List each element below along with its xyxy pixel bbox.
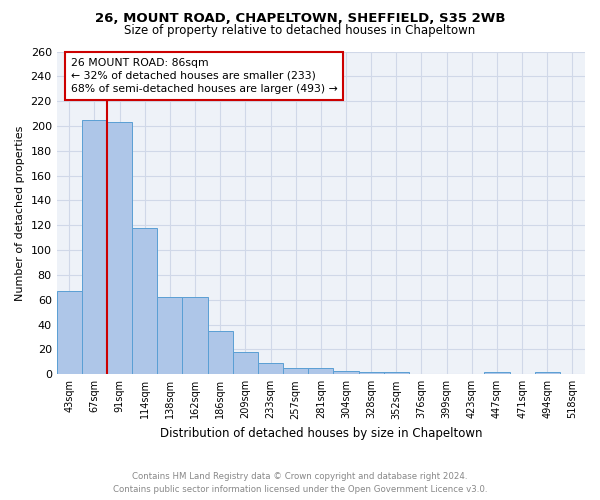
Bar [258, 363, 283, 374]
Bar [484, 372, 509, 374]
Text: Size of property relative to detached houses in Chapeltown: Size of property relative to detached ho… [124, 24, 476, 37]
Y-axis label: Number of detached properties: Number of detached properties [15, 125, 25, 300]
Bar [283, 368, 308, 374]
Text: 26 MOUNT ROAD: 86sqm
← 32% of detached houses are smaller (233)
68% of semi-deta: 26 MOUNT ROAD: 86sqm ← 32% of detached h… [71, 58, 337, 94]
Bar [182, 298, 208, 374]
Bar [157, 298, 182, 374]
X-axis label: Distribution of detached houses by size in Chapeltown: Distribution of detached houses by size … [160, 427, 482, 440]
Text: Contains HM Land Registry data © Crown copyright and database right 2024.
Contai: Contains HM Land Registry data © Crown c… [113, 472, 487, 494]
Text: 26, MOUNT ROAD, CHAPELTOWN, SHEFFIELD, S35 2WB: 26, MOUNT ROAD, CHAPELTOWN, SHEFFIELD, S… [95, 12, 505, 24]
Bar [132, 228, 157, 374]
Bar [535, 372, 560, 374]
Bar [233, 352, 258, 374]
Bar [308, 368, 334, 374]
Bar [56, 291, 82, 374]
Bar [359, 372, 384, 374]
Bar [208, 331, 233, 374]
Bar [107, 122, 132, 374]
Bar [334, 370, 359, 374]
Bar [82, 120, 107, 374]
Bar [384, 372, 409, 374]
